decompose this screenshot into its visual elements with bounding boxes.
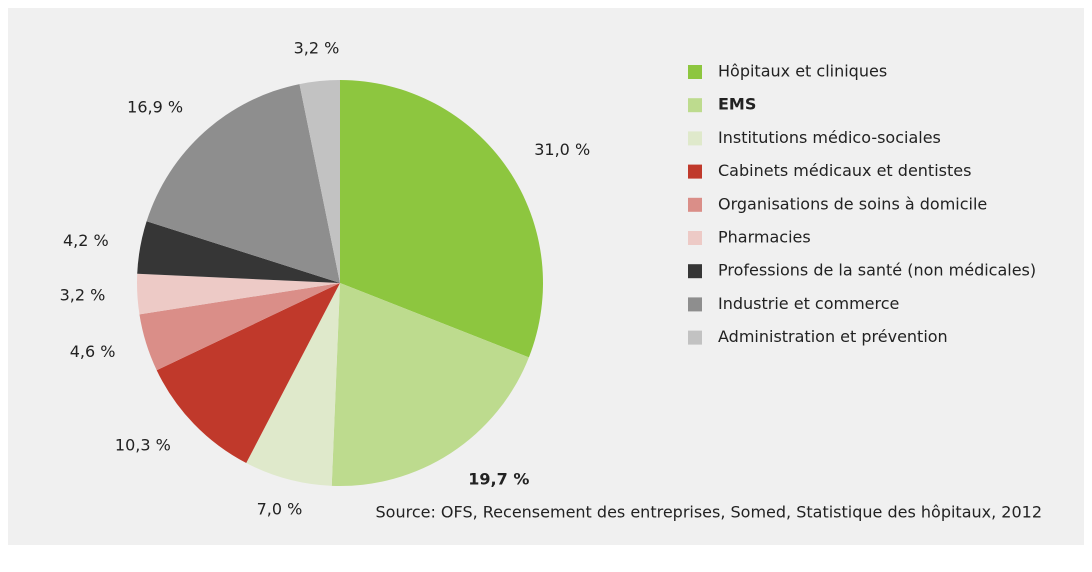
- pie-slice: [299, 80, 340, 283]
- data-label: 4,6 %: [70, 342, 116, 361]
- pie-slice: [340, 80, 543, 358]
- legend-label: Hôpitaux et cliniques: [718, 62, 887, 81]
- legend-label: Institutions médico-sociales: [718, 128, 941, 147]
- legend-swatch: [688, 131, 702, 146]
- legend-swatch: [688, 197, 702, 212]
- data-label: 4,2 %: [63, 231, 109, 250]
- data-label: 3,2 %: [294, 39, 340, 58]
- legend-swatch: [688, 65, 702, 79]
- data-label: 16,9 %: [127, 98, 183, 117]
- pie-slice: [156, 283, 340, 464]
- data-label: 10,3 %: [115, 436, 171, 455]
- legend-swatch: [688, 330, 702, 345]
- legend-swatch: [688, 164, 702, 179]
- data-label: 31,0 %: [534, 140, 590, 159]
- pie-slice: [139, 283, 340, 371]
- legend-label: Cabinets médicaux et dentistes: [718, 161, 971, 180]
- pie-slice: [246, 283, 340, 486]
- legend-label: Organisations de soins à domicile: [718, 194, 987, 213]
- legend-swatch: [688, 98, 702, 113]
- legend-label: Pharmacies: [718, 228, 811, 247]
- pie-slice: [137, 221, 340, 283]
- legend-label: EMS: [718, 95, 756, 114]
- legend-label: Industrie et commerce: [718, 294, 899, 313]
- pie-slice: [146, 84, 340, 283]
- data-label: 19,7 %: [468, 469, 529, 488]
- legend-swatch: [688, 231, 702, 245]
- pie-slice: [137, 273, 340, 315]
- pie-slice: [331, 283, 529, 486]
- data-label: 3,2 %: [60, 285, 106, 304]
- legend-label: Professions de la santé (non médicales): [718, 261, 1036, 280]
- legend-swatch: [688, 264, 702, 279]
- legend-label: Administration et prévention: [718, 327, 948, 346]
- source: Source: OFS, Recensement des entreprises…: [376, 503, 1043, 522]
- data-label: 7,0 %: [257, 500, 303, 519]
- legend-swatch: [688, 297, 702, 312]
